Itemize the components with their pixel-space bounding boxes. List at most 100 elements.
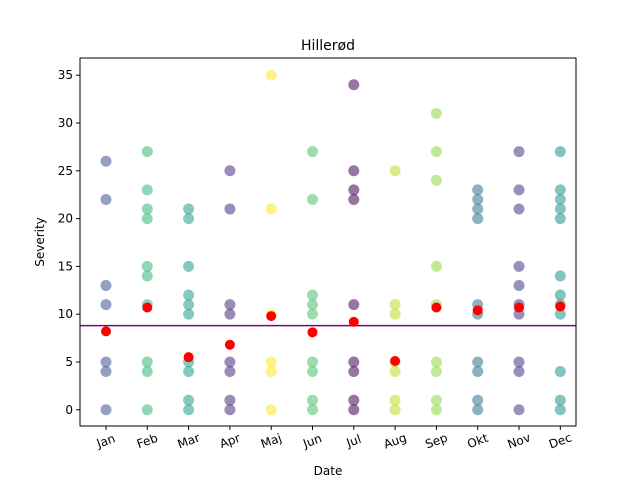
data-point-nov-7 <box>513 356 525 368</box>
data-point-jun-6 <box>307 366 318 378</box>
data-point-nov-3 <box>513 260 525 272</box>
data-point-maj-5 <box>265 404 277 416</box>
data-point-jan-1 <box>100 193 112 205</box>
data-point-mar-3 <box>183 289 195 301</box>
data-point-apr-6 <box>224 394 236 406</box>
data-point-jul-0 <box>348 79 360 91</box>
mean-point-maj <box>266 311 277 322</box>
x-tick-label-feb: Feb <box>135 431 160 451</box>
data-point-jan-6 <box>100 404 112 416</box>
data-point-sep-8 <box>430 404 442 416</box>
x-tick-label-jun: Jun <box>300 431 323 451</box>
data-point-maj-4 <box>265 366 277 378</box>
x-tick-label-apr: Apr <box>218 431 242 451</box>
data-point-okt-2 <box>472 203 484 215</box>
y-tick-label-25: 25 <box>58 164 73 178</box>
data-point-dec-0 <box>554 146 566 158</box>
x-tick-label-okt: Okt <box>465 431 490 451</box>
data-point-jun-7 <box>307 394 318 406</box>
data-point-aug-4 <box>389 366 401 378</box>
data-point-mar-4 <box>183 299 195 311</box>
data-point-sep-5 <box>430 356 442 368</box>
y-tick-label-5: 5 <box>65 355 73 369</box>
data-point-apr-7 <box>224 404 236 416</box>
data-point-aug-1 <box>389 299 401 311</box>
x-tick-label-sep: Sep <box>423 431 449 452</box>
data-point-maj-1 <box>265 203 277 215</box>
x-tick-label-nov: Nov <box>506 430 533 451</box>
data-point-aug-0 <box>389 165 401 177</box>
data-point-mar-5 <box>183 308 195 320</box>
data-point-nov-4 <box>513 279 525 291</box>
y-tick-label-0: 0 <box>65 403 73 417</box>
data-point-apr-5 <box>224 366 236 378</box>
data-point-sep-0 <box>430 107 442 119</box>
mean-point-dec <box>555 301 566 312</box>
data-point-jan-2 <box>100 279 112 291</box>
data-point-jul-7 <box>348 394 360 406</box>
data-point-feb-1 <box>141 184 153 196</box>
y-tick-label-20: 20 <box>58 212 73 226</box>
data-point-nov-0 <box>513 146 525 158</box>
data-point-jan-4 <box>100 356 112 368</box>
data-point-mar-9 <box>183 404 195 416</box>
data-point-jul-8 <box>348 404 360 416</box>
data-point-feb-7 <box>141 356 153 368</box>
data-point-mar-2 <box>183 260 195 272</box>
data-point-feb-8 <box>141 366 153 378</box>
mean-point-feb <box>142 302 153 313</box>
data-point-jun-8 <box>307 404 318 416</box>
data-point-feb-3 <box>141 213 153 225</box>
data-point-jan-5 <box>100 366 112 378</box>
data-point-apr-3 <box>224 308 236 320</box>
mean-point-apr <box>224 339 235 350</box>
data-point-aug-5 <box>389 394 401 406</box>
data-point-dec-6 <box>554 289 566 301</box>
data-point-maj-3 <box>265 356 277 368</box>
data-point-nov-1 <box>513 184 525 196</box>
data-point-jul-2 <box>348 184 360 196</box>
data-point-okt-0 <box>472 184 484 196</box>
mean-point-sep <box>431 302 442 313</box>
axes: 0 5 10 15 20 25 30 35 Jan Feb Mar Apr Maj Jun Jul Aug Se… <box>58 57 577 452</box>
data-point-okt-9 <box>472 404 484 416</box>
data-point-nov-2 <box>513 203 525 215</box>
data-point-jul-5 <box>348 356 360 368</box>
y-tick-label-30: 30 <box>58 116 73 130</box>
x-tick-label-aug: Aug <box>382 430 409 451</box>
data-point-maj-0 <box>265 69 277 81</box>
x-tick-label-jan: Jan <box>94 431 117 451</box>
data-point-jun-2 <box>307 289 318 301</box>
data-point-jun-1 <box>307 193 318 205</box>
data-point-dec-8 <box>554 308 566 320</box>
data-point-jun-0 <box>307 146 318 158</box>
data-point-jul-3 <box>348 193 360 205</box>
data-point-nov-9 <box>513 404 525 416</box>
mean-point-okt <box>472 305 483 316</box>
data-point-sep-6 <box>430 366 442 378</box>
y-tick-label-10: 10 <box>58 307 73 321</box>
data-point-okt-8 <box>472 394 484 406</box>
data-point-feb-5 <box>141 270 153 282</box>
data-point-aug-6 <box>389 404 401 416</box>
data-point-sep-7 <box>430 394 442 406</box>
data-point-feb-4 <box>141 260 153 272</box>
data-point-jul-6 <box>348 366 360 378</box>
data-point-nov-8 <box>513 366 525 378</box>
data-point-apr-2 <box>224 299 236 311</box>
x-tick-label-maj: Maj <box>259 431 284 451</box>
x-tick-label-mar: Mar <box>176 431 202 452</box>
mean-point-jan <box>101 326 111 337</box>
mean-point-mar <box>183 352 194 363</box>
data-point-jul-1 <box>348 165 360 177</box>
data-point-jun-3 <box>307 299 318 311</box>
data-point-dec-3 <box>554 203 566 215</box>
data-point-jan-3 <box>100 299 112 311</box>
y-axis-label: Severity <box>33 217 47 267</box>
data-point-dec-11 <box>554 404 566 416</box>
data-point-dec-5 <box>554 270 566 282</box>
data-point-feb-0 <box>141 146 153 158</box>
data-point-jan-0 <box>100 155 112 167</box>
data-point-feb-9 <box>141 404 153 416</box>
data-point-jun-4 <box>307 308 318 320</box>
